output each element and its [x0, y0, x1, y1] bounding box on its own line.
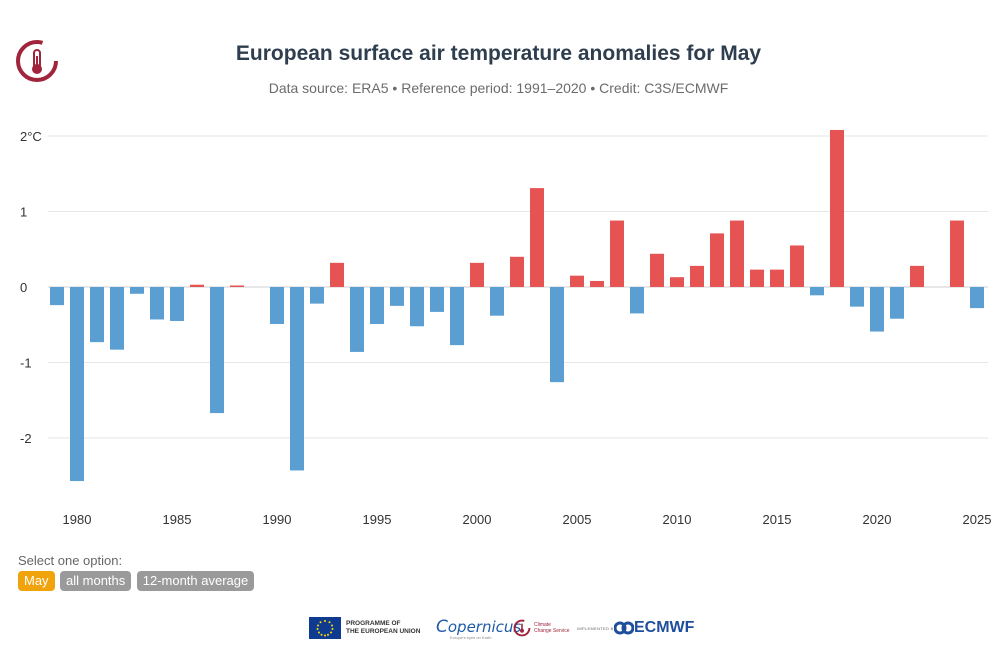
bar-1987[interactable] — [210, 287, 224, 414]
bar-1980[interactable] — [70, 287, 84, 482]
bar-2002[interactable] — [510, 256, 524, 287]
x-tick-label: 2010 — [663, 512, 692, 527]
bar-1995[interactable] — [370, 287, 384, 324]
bar-1981[interactable] — [90, 287, 104, 343]
bar-1998[interactable] — [430, 287, 444, 312]
bar-chart: -2 -1 0 1 2°C 1980 1985 1990 1995 2000 2005 2010 201… — [20, 129, 992, 527]
x-tick-label: 1990 — [263, 512, 292, 527]
bar-2010[interactable] — [670, 277, 684, 287]
bar-2003[interactable] — [530, 188, 544, 287]
c3s-logo: Climate Change Service — [513, 613, 570, 643]
bar-1994[interactable] — [350, 287, 364, 352]
bar-1997[interactable] — [410, 287, 424, 327]
bar-2022[interactable] — [910, 265, 924, 287]
bar-1992[interactable] — [310, 287, 324, 304]
bar-1979[interactable] — [50, 287, 64, 306]
bar-2013[interactable] — [730, 220, 744, 287]
selector-label: Select one option: — [18, 553, 123, 568]
eu-flag-icon — [309, 617, 341, 639]
ecmwf-mark-icon — [614, 621, 634, 635]
bar-1983[interactable] — [130, 287, 144, 294]
bar-2015[interactable] — [770, 269, 784, 287]
bar-2024[interactable] — [950, 220, 964, 287]
bar-2006[interactable] — [590, 280, 604, 287]
x-tick-label: 2000 — [463, 512, 492, 527]
bar-2011[interactable] — [690, 265, 704, 287]
bar-1988[interactable] — [230, 285, 244, 287]
implemented-by-label: IMPLEMENTED BY — [577, 625, 617, 631]
bar-1990[interactable] — [270, 287, 284, 324]
eu-text-line2: THE EUROPEAN UNION — [346, 628, 421, 635]
bar-2012[interactable] — [710, 233, 724, 287]
bar-1993[interactable] — [330, 262, 344, 287]
y-tick-label: -1 — [20, 356, 32, 371]
bar-2000[interactable] — [470, 262, 484, 287]
y-tick-label: 0 — [20, 280, 27, 295]
bar-2017[interactable] — [810, 287, 824, 296]
x-tick-label: 1980 — [63, 512, 92, 527]
c3s-text-line1: Climate — [534, 622, 551, 628]
copernicus-c-icon: C — [436, 616, 448, 637]
bar-1984[interactable] — [150, 287, 164, 320]
x-tick-label: 2020 — [863, 512, 892, 527]
bar-2008[interactable] — [630, 287, 644, 314]
footer-logos: PROGRAMME OF THE EUROPEAN UNION Copernic… — [0, 613, 997, 643]
x-tick-label: 2015 — [763, 512, 792, 527]
c3s-small-icon — [513, 619, 531, 637]
bar-2025[interactable] — [970, 287, 984, 309]
bar-2009[interactable] — [650, 253, 664, 287]
option-selector: Select one option: May all months 12-mon… — [18, 553, 255, 591]
option-12-month-average-button[interactable]: 12-month average — [136, 571, 255, 591]
bar-2020[interactable] — [870, 287, 884, 332]
bar-2016[interactable] — [790, 245, 804, 287]
bar-1996[interactable] — [390, 287, 404, 306]
y-tick-label: -2 — [20, 431, 32, 446]
bar-1986[interactable] — [190, 284, 204, 287]
bar-1982[interactable] — [110, 287, 124, 350]
chart-title: European surface air temperature anomali… — [235, 42, 762, 65]
copernicus-tagline: Europe's eyes on Earth — [450, 634, 492, 640]
c3s-text-line2: Change Service — [534, 628, 570, 634]
option-all-months-button[interactable]: all months — [60, 571, 132, 591]
bar-1991[interactable] — [290, 287, 304, 471]
x-tick-label: 2025 — [963, 512, 992, 527]
bar-1999[interactable] — [450, 287, 464, 346]
ecmwf-logo: ECMWF — [614, 613, 694, 643]
x-tick-label: 2005 — [563, 512, 592, 527]
copernicus-wordmark: opernicus — [447, 617, 522, 636]
bar-2014[interactable] — [750, 269, 764, 287]
bar-2001[interactable] — [490, 287, 504, 316]
bar-2019[interactable] — [850, 287, 864, 307]
option-may-button[interactable]: May — [18, 571, 55, 591]
bar-2007[interactable] — [610, 220, 624, 287]
chart-subtitle: Data source: ERA5 • Reference period: 19… — [268, 80, 729, 96]
y-tick-label: 2°C — [20, 129, 42, 144]
y-tick-label: 1 — [20, 205, 27, 220]
eu-text-line1: PROGRAMME OF — [346, 620, 401, 627]
x-tick-label: 1995 — [363, 512, 392, 527]
c3s-thermometer-logo — [16, 40, 58, 82]
bar-2005[interactable] — [570, 275, 584, 287]
copernicus-logo: Copernicus Europe's eyes on Earth — [436, 613, 521, 643]
ecmwf-wordmark: ECMWF — [634, 619, 695, 636]
bar-2021[interactable] — [890, 287, 904, 319]
bar-2004[interactable] — [550, 287, 564, 383]
x-tick-label: 1985 — [163, 512, 192, 527]
bar-1985[interactable] — [170, 287, 184, 321]
eu-programme-logo: PROGRAMME OF THE EUROPEAN UNION — [309, 613, 420, 643]
bar-2018[interactable] — [830, 129, 844, 287]
